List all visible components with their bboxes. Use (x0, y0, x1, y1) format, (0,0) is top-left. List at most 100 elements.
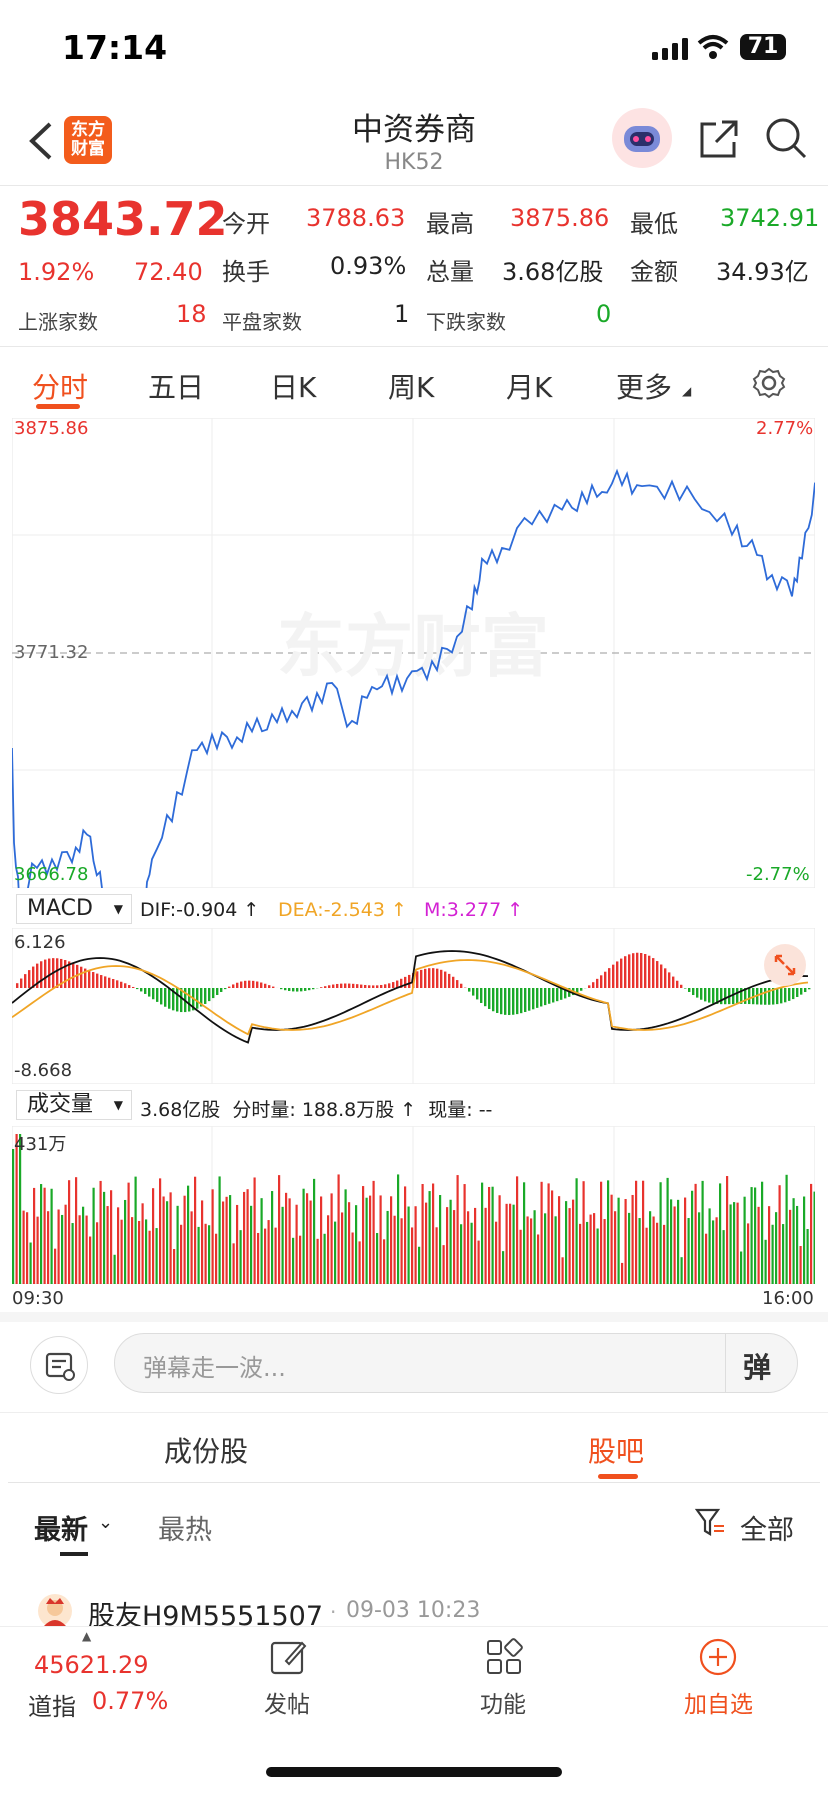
dea-line (12, 960, 808, 1034)
comment-input[interactable]: 弹幕走一波... 弹 (114, 1333, 798, 1393)
macd-bar (392, 982, 394, 988)
tab-forum[interactable]: 股吧 (588, 1430, 644, 1470)
volume-bar (684, 1198, 686, 1284)
macd-bar (796, 988, 798, 997)
macd-bar (136, 988, 138, 989)
filter-latest[interactable]: 最新 (34, 1508, 88, 1547)
macd-dif: DIF:-0.904 ↑ (140, 899, 259, 921)
macd-bar (680, 985, 682, 988)
tab-intraday[interactable]: 分时 (32, 366, 88, 406)
intraday-chart[interactable]: 东方财富 (12, 418, 815, 888)
macd-bar (536, 988, 538, 1008)
macd-bar (804, 988, 806, 992)
macd-chart[interactable] (12, 928, 815, 1084)
macd-bar (324, 986, 326, 988)
filter-hot[interactable]: 最热 (158, 1508, 212, 1547)
volume-bar (180, 1225, 182, 1284)
volume-bar (796, 1206, 798, 1284)
volume-bar (768, 1206, 770, 1284)
volume-bar (499, 1195, 501, 1284)
macd-bar (448, 974, 450, 988)
volume-bar (593, 1213, 595, 1284)
macd-bar (800, 988, 802, 995)
volume-bar (163, 1196, 165, 1284)
volume-bar (572, 1200, 574, 1284)
danmu-toggle-button[interactable]: 弹 (743, 1346, 771, 1386)
volume-bar (348, 1202, 350, 1284)
volume-bar (709, 1208, 711, 1284)
macd-bar (696, 988, 698, 998)
volume-bar (765, 1240, 767, 1284)
volume-bar (621, 1263, 623, 1284)
tab-more[interactable]: 更多 (616, 366, 672, 406)
volume-bar (37, 1217, 39, 1284)
tab-month-k[interactable]: 月K (506, 366, 552, 406)
macd-bar (380, 985, 382, 988)
volume-bar (61, 1215, 63, 1284)
volume-bar (523, 1182, 525, 1284)
index-name[interactable]: 道指 (28, 1687, 76, 1722)
volume-bar (166, 1201, 168, 1284)
section-gap (0, 1312, 828, 1322)
volume-bar (152, 1188, 154, 1284)
volume-bar (632, 1195, 634, 1284)
tab-constituents[interactable]: 成份股 (164, 1430, 248, 1470)
avatar[interactable] (38, 1594, 72, 1628)
share-icon[interactable] (698, 118, 740, 160)
volume-selector[interactable]: 成交量▼ (16, 1090, 132, 1120)
macd-bar (188, 988, 190, 1012)
expand-icon[interactable] (764, 944, 806, 986)
macd-bar (444, 972, 446, 988)
macd-bar (588, 985, 590, 988)
volume-bar (695, 1184, 697, 1284)
macd-top-label: 6.126 (14, 932, 66, 953)
volume-bar (670, 1199, 672, 1284)
macd-bar (24, 974, 26, 988)
volume-bar (313, 1179, 315, 1284)
volume-bar (411, 1227, 413, 1284)
macd-bar (268, 985, 270, 988)
filter-icon[interactable] (694, 1506, 726, 1538)
volume-bar (236, 1205, 238, 1284)
volume-bar (460, 1224, 462, 1284)
robot-assistant-icon[interactable] (612, 108, 672, 168)
post-button[interactable]: 发帖 (262, 1627, 318, 1727)
add-watchlist-button[interactable]: 加自选 (678, 1627, 758, 1727)
macd-bottom-label: -8.668 (14, 1060, 72, 1081)
volume-bar (775, 1212, 777, 1284)
macd-bar (116, 980, 118, 988)
volume-bar (446, 1207, 448, 1284)
volume-chart[interactable] (12, 1126, 815, 1284)
volume-bar (352, 1232, 354, 1284)
macd-selector[interactable]: MACD▼ (16, 894, 132, 924)
macd-bar (488, 988, 490, 1009)
volume-bar (618, 1198, 620, 1284)
volume-bar (642, 1181, 644, 1284)
macd-bar (596, 979, 598, 988)
settings-icon[interactable] (752, 366, 786, 400)
macd-bar (532, 988, 534, 1009)
tab-week-k[interactable]: 周K (388, 366, 434, 406)
volume-bar (751, 1187, 753, 1284)
index-value[interactable]: 45621.29 (34, 1651, 149, 1679)
danmu-settings-icon[interactable] (30, 1336, 88, 1394)
tab-five-day[interactable]: 五日 (148, 366, 204, 406)
volume-bar (208, 1225, 210, 1284)
volume-bar (590, 1215, 592, 1284)
search-icon[interactable] (764, 116, 808, 160)
volume-bar (103, 1192, 105, 1284)
tab-day-k[interactable]: 日K (270, 366, 316, 406)
volume-top-label: 431万 (14, 1130, 66, 1156)
volume-bar (82, 1207, 84, 1284)
macd-bar (312, 988, 314, 989)
volume-bar (457, 1175, 459, 1284)
index-pct[interactable]: 0.77% (92, 1687, 168, 1715)
caret-up-icon: ▲ (82, 1629, 91, 1643)
volume-bar (247, 1189, 249, 1284)
volume-bar (415, 1206, 417, 1284)
macd-dea: DEA:-2.543 ↑ (278, 899, 407, 921)
volume-bar (54, 1249, 56, 1284)
filter-all[interactable]: 全部 (740, 1508, 794, 1547)
function-button[interactable]: 功能 (478, 1627, 534, 1727)
macd-bar (480, 988, 482, 1003)
